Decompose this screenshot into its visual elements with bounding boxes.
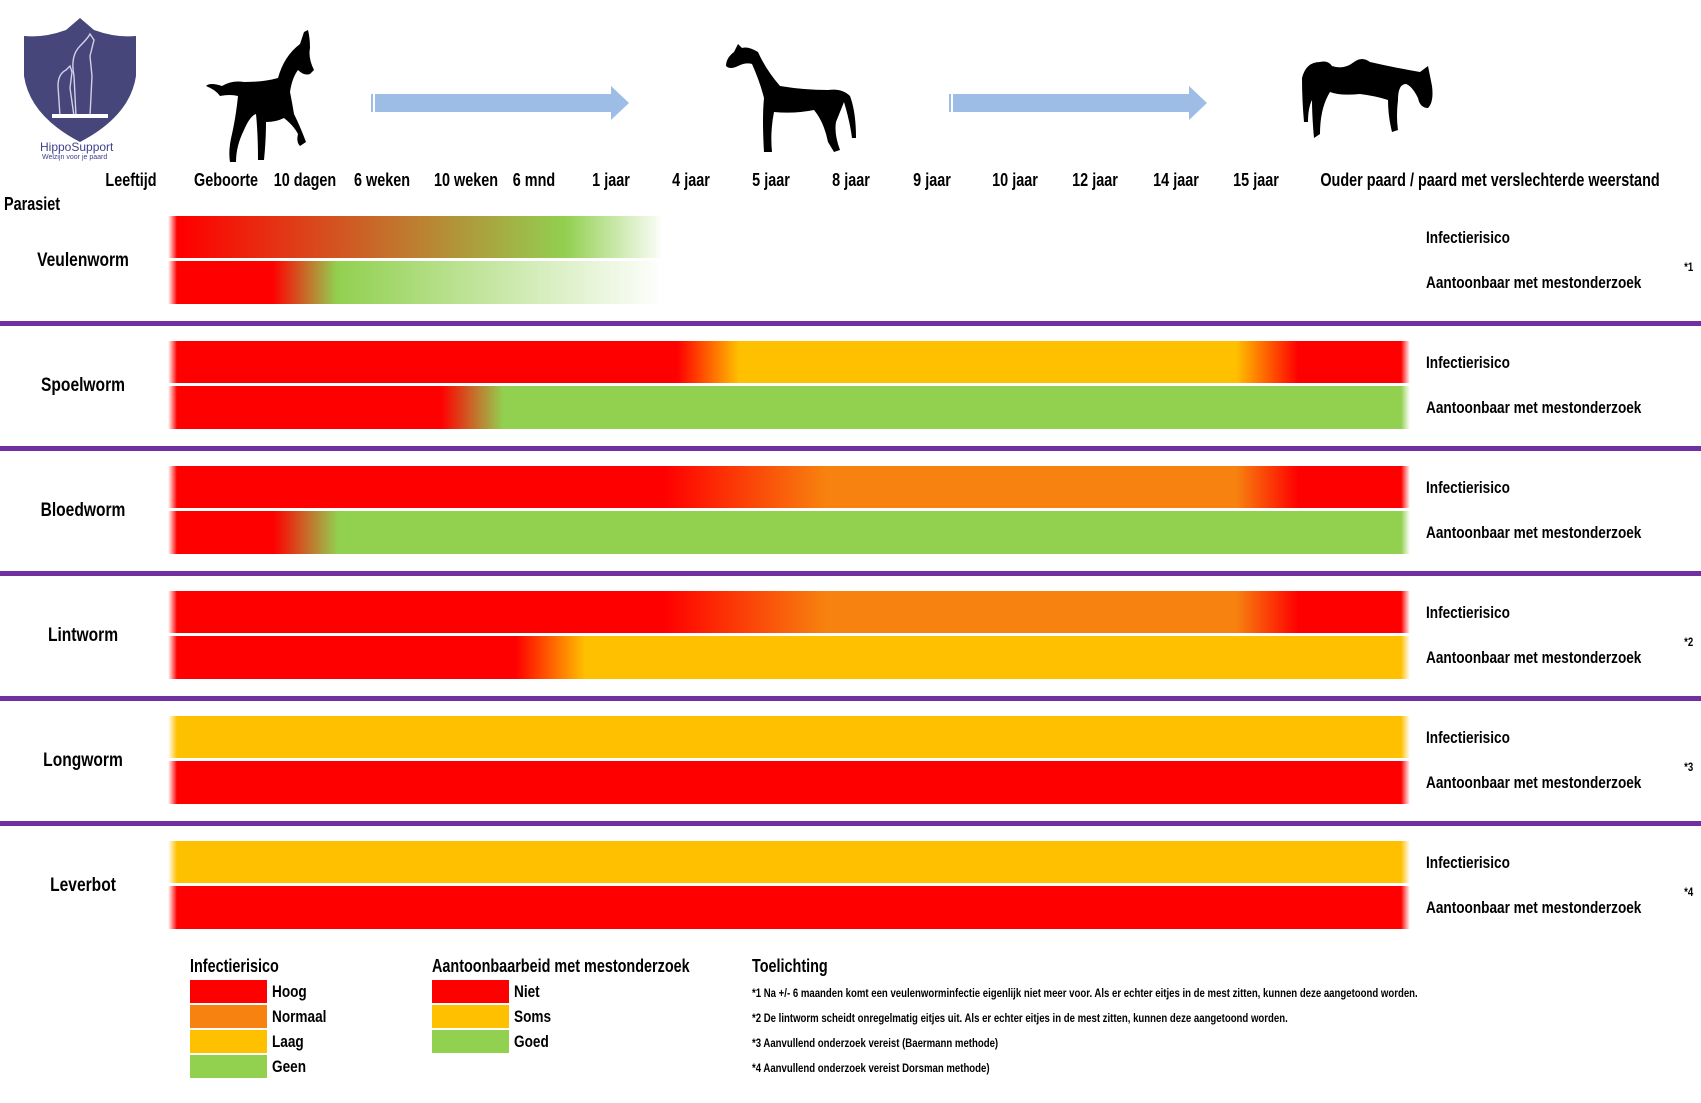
arrow-icon <box>371 86 629 120</box>
old-horse-silhouette-icon <box>1302 59 1433 138</box>
detection-bar <box>168 761 1410 804</box>
hipposupport-logo: HippoSupport Welzijn voor je paard <box>18 16 142 166</box>
legend-label: Normaal <box>272 1007 327 1026</box>
infection-row-label: Infectierisico <box>1426 853 1510 872</box>
row-separator <box>0 321 1701 326</box>
age-tick-label: 8 jaar <box>832 170 870 190</box>
footnote-marker: *1 <box>1684 260 1694 274</box>
infection-risk-bar <box>168 466 1410 508</box>
row-separator <box>0 571 1701 576</box>
parasite-name: Spoelworm <box>41 375 125 396</box>
shield-logo-icon <box>24 18 136 142</box>
legend-swatch <box>432 1005 509 1028</box>
legend-label: Goed <box>514 1032 549 1051</box>
detection-bar <box>168 386 1410 429</box>
legend-infection-title: Infectierisico <box>190 956 279 976</box>
age-tick-label: 4 jaar <box>672 170 710 190</box>
legend-swatch <box>432 1030 509 1053</box>
infection-row-label: Infectierisico <box>1426 228 1510 247</box>
legend-swatch <box>190 1055 267 1078</box>
age-tick-label: 10 jaar <box>992 170 1038 190</box>
row-separator <box>0 696 1701 701</box>
age-tick-label: Geboorte <box>193 170 259 190</box>
detection-row-label: Aantoonbaar met mestonderzoek <box>1426 773 1642 792</box>
infection-risk-bar <box>168 216 665 258</box>
footnote-text: *3 Aanvullend onderzoek vereist (Baerman… <box>752 1036 999 1050</box>
detection-row-label: Aantoonbaar met mestonderzoek <box>1426 273 1642 292</box>
legend-label: Hoog <box>272 982 307 1001</box>
detection-bar <box>168 511 1410 554</box>
age-label: Leeftijd <box>105 170 157 190</box>
infection-risk-bar <box>168 841 1410 883</box>
legend-label: Laag <box>272 1032 304 1051</box>
age-tick-label: 6 weken <box>353 170 411 190</box>
parasite-label: Parasiet <box>4 194 61 214</box>
logo-tagline: Welzijn voor je paard <box>42 154 108 161</box>
parasite-name: Longworm <box>43 750 123 771</box>
legend-swatch <box>432 980 509 1003</box>
young-horse-silhouette-icon <box>726 44 856 152</box>
infection-risk-bar <box>168 591 1410 633</box>
infection-row-label: Infectierisico <box>1426 728 1510 747</box>
row-separator <box>0 446 1701 451</box>
logo-brand: HippoSupport <box>40 140 114 154</box>
infection-row-label: Infectierisico <box>1426 478 1510 497</box>
age-tick-label: 6 mnd <box>512 170 556 190</box>
footnote-text: *4 Aanvullend onderzoek vereist Dorsman … <box>752 1061 990 1075</box>
parasite-name: Lintworm <box>47 625 119 646</box>
age-tick-label: 1 jaar <box>592 170 630 190</box>
arrow-icon <box>949 86 1207 120</box>
legend-label: Soms <box>514 1007 552 1026</box>
detection-bar <box>168 886 1410 929</box>
legend-detection-title: Aantoonbaarbeid met mestonderzoek <box>432 956 690 976</box>
footnote-marker: *4 <box>1684 885 1694 899</box>
age-tick-label: 9 jaar <box>913 170 951 190</box>
footnote-marker: *3 <box>1684 760 1694 774</box>
age-tick-label: 10 dagen <box>273 170 337 190</box>
legend-swatch <box>190 1005 267 1028</box>
infection-risk-bar <box>168 341 1410 383</box>
footnote-text: *1 Na +/- 6 maanden komt een veulenwormi… <box>752 986 1418 1000</box>
age-tick-label: Ouder paard / paard met verslechterde we… <box>1320 170 1660 190</box>
footnote-text: *2 De lintworm scheidt onregelmatig eitj… <box>752 1011 1288 1025</box>
infection-row-label: Infectierisico <box>1426 353 1510 372</box>
detection-row-label: Aantoonbaar met mestonderzoek <box>1426 648 1642 667</box>
age-tick-label: 5 jaar <box>752 170 790 190</box>
detection-row-label: Aantoonbaar met mestonderzoek <box>1426 398 1642 417</box>
foal-silhouette-icon <box>206 30 314 162</box>
age-tick-label: 12 jaar <box>1072 170 1118 190</box>
legend-notes-title: Toelichting <box>752 956 828 976</box>
row-separator <box>0 821 1701 826</box>
age-tick-label: 14 jaar <box>1153 170 1199 190</box>
footnote-marker: *2 <box>1684 635 1694 649</box>
legend-swatch <box>190 1030 267 1053</box>
infection-risk-bar <box>168 716 1410 758</box>
parasite-name: Veulenworm <box>37 250 129 271</box>
legend-label: Niet <box>514 982 540 1001</box>
infection-row-label: Infectierisico <box>1426 603 1510 622</box>
legend-swatch <box>190 980 267 1003</box>
age-tick-label: 10 weken <box>433 170 499 190</box>
parasite-name: Leverbot <box>50 875 116 896</box>
legend-label: Geen <box>272 1057 307 1076</box>
detection-bar <box>168 261 665 304</box>
detection-row-label: Aantoonbaar met mestonderzoek <box>1426 898 1642 917</box>
detection-bar <box>168 636 1410 679</box>
detection-row-label: Aantoonbaar met mestonderzoek <box>1426 523 1642 542</box>
parasite-name: Bloedworm <box>40 500 126 521</box>
age-tick-label: 15 jaar <box>1233 170 1279 190</box>
